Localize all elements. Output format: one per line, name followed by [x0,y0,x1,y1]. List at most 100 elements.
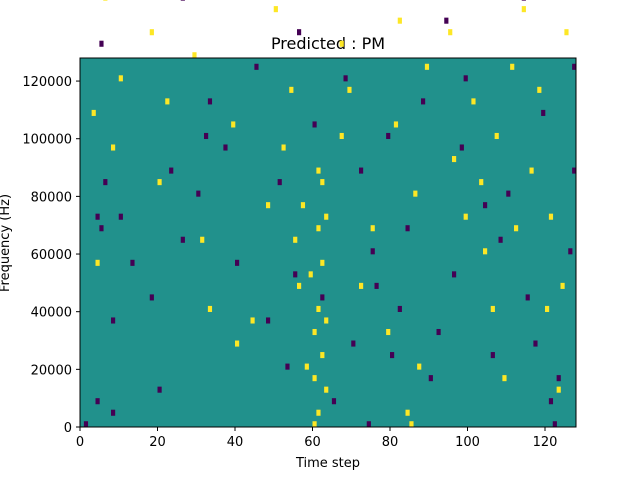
heatmap-cell-low [266,317,271,324]
x-tick-label: 0 [76,435,84,450]
heatmap-cell-low [490,352,495,359]
heatmap-cell-high [339,40,344,47]
y-axis-label: Frequency (Hz) [0,194,13,292]
heatmap-cell-low [444,17,449,24]
x-tick-label: 120 [533,435,558,450]
x-axis-label: Time step [295,456,360,471]
heatmap-cell-high [483,248,488,255]
heatmap-cell-low [498,236,503,243]
heatmap-cell-low [483,202,488,209]
heatmap-cell-high [424,63,430,70]
heatmap-cell-low [196,190,201,197]
heatmap-cell-high [463,213,468,220]
heatmap-cell-low [405,225,410,232]
heatmap-cell-high [556,386,561,393]
heatmap-cell-high [165,98,170,105]
y-tick-label: 120000 [22,75,72,90]
heatmap-cell-high [266,202,271,209]
heatmap-cell-low [506,190,511,197]
heatmap-cell-high [281,144,286,151]
heatmap-cell-high [324,213,329,220]
heatmap-cell-high [316,305,321,312]
heatmap-cell-high [409,421,414,428]
heatmap-cell-low [103,179,108,186]
heatmap-cell-low [277,179,282,186]
heatmap-cell-low [463,75,468,82]
heatmap-cell-low [397,305,402,312]
x-axis: 0 20 40 60 80 100 120 [76,427,558,450]
heatmap-cell-low [99,225,104,232]
heatmap-cell-high [413,190,418,197]
heatmap-cell-low [207,98,213,105]
y-axis: 0 20000 40000 60000 80000 100000 120000 [22,75,80,436]
heatmap-cell-low [285,363,290,370]
heatmap-cell-high [95,259,100,266]
heatmap-cell-high [370,225,375,232]
heatmap-cell-high [397,17,402,24]
heatmap-cell-low [359,167,364,174]
heatmap-cell-high [91,109,96,116]
heatmap-cell-high [548,213,554,220]
x-tick-label: 60 [304,435,321,450]
y-tick-label: 40000 [31,306,72,321]
heatmap-cell-high [502,375,507,382]
heatmap-cell-low [99,40,104,47]
x-tick-label: 20 [149,435,166,450]
heatmap-cell-high [510,63,515,70]
heatmap-cell-low [366,421,371,428]
heatmap-cell-high [347,86,352,93]
heatmap-cell-low [521,0,526,1]
heatmap-cell-low [552,421,557,428]
heatmap-cell-low [374,282,379,289]
heatmap-cell-low [180,0,185,1]
heatmap-cell-low [118,213,123,220]
heatmap-cell-low [149,294,154,301]
heatmap-cell-low [223,144,228,151]
heatmap-cell-low [436,328,441,336]
heatmap-cell-high [200,236,205,243]
heatmap-cell-low [343,75,348,82]
heatmap-cell-high [304,363,309,370]
y-tick-label: 80000 [31,190,72,205]
heatmap-cell-low [572,63,577,70]
heatmap-cell-high [514,225,519,232]
heatmap-cell-high [273,6,278,13]
heatmap-cell-high [521,6,526,13]
heatmap-cell-low [541,109,546,116]
heatmap-cell-high [490,305,495,312]
heatmap-cell-high [111,144,116,151]
heatmap-cell-high [207,305,213,312]
heatmap-background [80,58,576,427]
heatmap-cell-high [297,282,302,289]
heatmap-cell-high [289,86,294,93]
heatmap-cell-low [331,398,337,405]
heatmap-cell-low [386,132,391,140]
heatmap-cell-high [359,282,364,289]
heatmap-cell-low [83,421,89,428]
y-tick-label: 0 [64,421,72,436]
heatmap-cell-low [157,386,162,393]
chart-title: Predicted : PM [271,34,385,53]
heatmap-cell-high [300,202,306,209]
heatmap-cell-high [192,52,197,59]
heatmap-cell-low [111,409,116,416]
heatmap-cell-high [320,352,325,359]
heatmap-cell-high [149,29,154,36]
heatmap-cell-high [316,225,321,232]
heatmap-cell-high [393,121,399,128]
heatmap-cell-low [421,98,426,105]
heatmap-cell-high [231,121,236,128]
heatmap-cell-high [324,317,329,324]
heatmap-cell-high [316,409,321,416]
heatmap-cell-high [386,328,391,336]
heatmap-cell-high [479,179,484,186]
heatmap-cell-high [529,167,534,174]
heatmap-cell-low [111,317,116,324]
heatmap-cell-low [95,398,100,405]
heatmap-cell-high [312,328,317,336]
heatmap-cell-high [103,0,108,1]
heatmap-cell-high [560,282,565,289]
x-tick-label: 40 [227,435,244,450]
heatmap-cell-high [324,386,329,393]
